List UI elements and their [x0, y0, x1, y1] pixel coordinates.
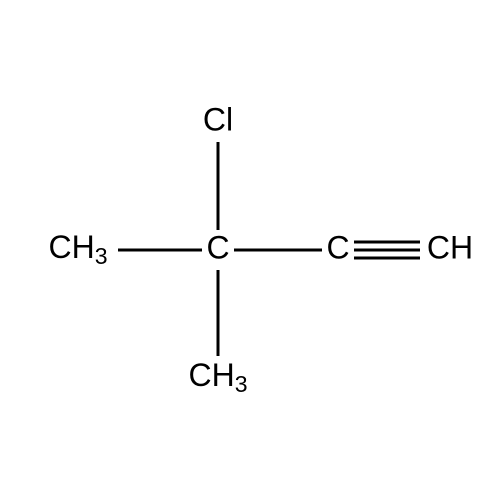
- chemical-structure: CH3 C Cl CH3 C CH: [0, 0, 500, 500]
- atom-label-ch3_left: CH3: [48, 229, 107, 269]
- atom-label-c_center: C: [206, 229, 229, 265]
- atom-label-c_right: C: [326, 229, 349, 265]
- atom-label-ch_far: CH: [427, 229, 473, 265]
- atom-label-ch3_bottom: CH3: [188, 357, 247, 397]
- atom-label-cl_top: Cl: [203, 101, 233, 137]
